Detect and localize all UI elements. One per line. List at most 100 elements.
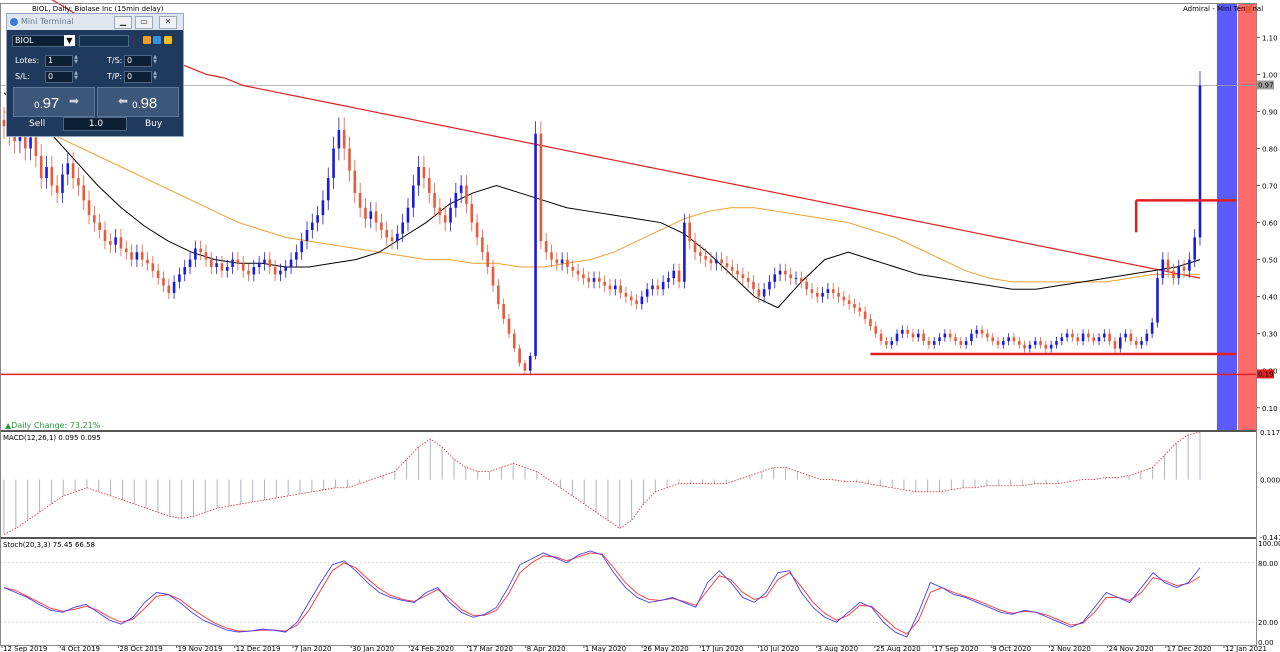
sell-button[interactable]: Sell bbox=[29, 119, 46, 129]
ma-short-line bbox=[3, 92, 1201, 309]
date-tick-label: 2 Nov 2020 bbox=[1050, 645, 1090, 652]
volume-input[interactable]: 1.0 bbox=[63, 117, 127, 131]
candle-body bbox=[778, 270, 782, 275]
chart-frame bbox=[0, 3, 1257, 646]
candles bbox=[2, 71, 1202, 374]
candle-body bbox=[938, 337, 941, 342]
candle-body bbox=[204, 252, 208, 260]
date-tick-label: 19 Nov 2019 bbox=[178, 645, 223, 652]
candle-body bbox=[1081, 333, 1085, 342]
candle-body bbox=[746, 278, 750, 282]
ts-input[interactable]: 0 bbox=[124, 55, 152, 67]
macd-tick-label: -0.141 bbox=[1260, 534, 1280, 542]
candle-body bbox=[443, 215, 447, 223]
candle-body bbox=[624, 292, 628, 297]
candle-body bbox=[66, 163, 70, 175]
mini-terminal-window[interactable]: Mini Terminal ▁ ▭ ✕ BIOL ▼ Lotes: 1 ▲ ▼ T… bbox=[6, 13, 184, 137]
candle-body bbox=[151, 263, 155, 271]
sl-stepper-icon[interactable]: ▲ ▼ bbox=[74, 70, 78, 81]
candle-body bbox=[768, 281, 771, 290]
candle-body bbox=[50, 166, 54, 186]
candle-body bbox=[693, 241, 697, 253]
candle-body bbox=[45, 166, 48, 179]
tp-stepper-icon[interactable]: ▲ ▼ bbox=[153, 70, 157, 81]
lock-icon[interactable] bbox=[143, 36, 151, 44]
candle-body bbox=[1150, 322, 1154, 334]
tp-input[interactable]: 0 bbox=[124, 71, 152, 83]
candle-body bbox=[1023, 344, 1026, 349]
candle-body bbox=[300, 241, 303, 253]
candle-body bbox=[220, 263, 224, 271]
candle-body bbox=[2, 119, 6, 127]
macd-tick-label: 0.000 bbox=[1260, 477, 1280, 485]
date-tick-label: 17 Sep 2020 bbox=[934, 645, 978, 652]
candle-body bbox=[1060, 337, 1064, 342]
candle-body bbox=[1076, 337, 1080, 342]
candle-body bbox=[831, 289, 835, 293]
close-chart-icon[interactable] bbox=[1245, 6, 1252, 13]
candle-body bbox=[401, 222, 404, 234]
date-tick-label: 26 May 2020 bbox=[643, 645, 689, 652]
moving-averages bbox=[3, 0, 1201, 309]
sell-price-button[interactable]: 0.97 ➡ bbox=[13, 87, 95, 117]
candle-body bbox=[449, 207, 452, 223]
candle-body bbox=[608, 285, 612, 290]
candle-body bbox=[518, 348, 521, 364]
calculator-icon[interactable] bbox=[164, 36, 172, 44]
chevron-down-icon[interactable]: ▼ bbox=[64, 35, 75, 46]
candle-body bbox=[901, 329, 904, 334]
horizontal-lines bbox=[0, 85, 1256, 376]
candle-body bbox=[789, 274, 793, 279]
close-icon[interactable]: ✕ bbox=[159, 16, 177, 29]
date-tick-label: 24 Feb 2020 bbox=[410, 645, 454, 652]
daily-change-label: ▲Daily Change: 73.21% bbox=[5, 421, 101, 430]
candle-body bbox=[858, 307, 862, 312]
date-tick-label: 12 Sep 2019 bbox=[3, 645, 47, 652]
candle-body bbox=[571, 267, 575, 271]
tp-label: T/P: bbox=[107, 72, 123, 81]
symbol-select[interactable]: BIOL bbox=[12, 35, 71, 47]
candle-body bbox=[87, 200, 91, 216]
buy-price-button[interactable]: ⬅ 0.98 bbox=[97, 87, 179, 117]
candle-body bbox=[1039, 341, 1042, 345]
candle-body bbox=[592, 278, 596, 282]
candle-body bbox=[1156, 278, 1159, 323]
stoch-tick-label: 20.00 bbox=[1258, 619, 1278, 627]
lotes-input[interactable]: 1 bbox=[45, 55, 73, 67]
date-tick-label: 30 Jan 2020 bbox=[352, 645, 394, 652]
price-tick-label: 0.10 bbox=[1262, 405, 1278, 413]
candle-body bbox=[672, 270, 676, 279]
candle-body bbox=[1161, 259, 1165, 279]
candle-body bbox=[980, 329, 984, 334]
candle-body bbox=[162, 278, 165, 286]
sl-label: S/L: bbox=[15, 72, 30, 81]
candle-body bbox=[725, 263, 729, 268]
buy-button[interactable]: Buy bbox=[145, 119, 163, 129]
candle-body bbox=[268, 259, 272, 268]
lotes-stepper-icon[interactable]: ▲ ▼ bbox=[74, 54, 78, 65]
candle-body bbox=[709, 259, 713, 264]
candle-body bbox=[800, 278, 803, 282]
candle-body bbox=[1012, 337, 1016, 342]
mini-terminal-titlebar[interactable]: Mini Terminal ▁ ▭ ✕ bbox=[7, 14, 183, 30]
candle-body bbox=[61, 174, 64, 193]
date-tick-label: 17 Jun 2020 bbox=[701, 645, 743, 652]
candle-body bbox=[199, 248, 202, 253]
candle-body bbox=[566, 259, 569, 268]
stoch-panel bbox=[0, 550, 1256, 638]
mini-terminal-title: Mini Terminal bbox=[21, 17, 74, 26]
candle-body bbox=[996, 341, 1000, 345]
candle-body bbox=[82, 185, 86, 201]
sl-input[interactable]: 0 bbox=[45, 71, 73, 83]
candle-body bbox=[784, 270, 787, 275]
price-tag-label: 0.97 bbox=[1258, 81, 1274, 89]
candle-body bbox=[1087, 333, 1090, 338]
candle-body bbox=[757, 289, 761, 297]
minimize-icon[interactable]: ▁ bbox=[114, 16, 132, 29]
restore-icon[interactable]: ▭ bbox=[135, 16, 153, 29]
candle-body bbox=[1103, 333, 1106, 338]
ts-stepper-icon[interactable]: ▲ ▼ bbox=[153, 54, 157, 65]
date-tick-label: 9 Oct 2020 bbox=[992, 645, 1031, 652]
settings-icon[interactable] bbox=[153, 36, 161, 44]
